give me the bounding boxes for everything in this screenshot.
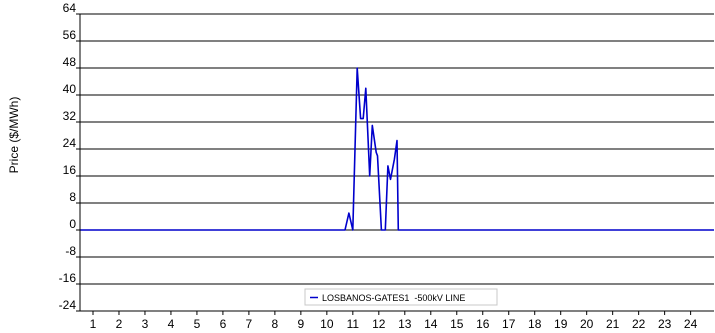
x-tick-label: 17 xyxy=(502,317,516,331)
x-tick-label: 18 xyxy=(528,317,542,331)
x-tick-labels: 1 2 3 4 5 6 7 8 9 10 11 12 13 14 15 16 17 18 19 20 21 22 23 24 xyxy=(90,317,698,331)
x-tick-label: 24 xyxy=(684,317,698,331)
x-tick-label: 7 xyxy=(246,317,253,331)
x-tick-label: 6 xyxy=(220,317,227,331)
x-tick-label: 10 xyxy=(320,317,334,331)
y-tick-label: 32 xyxy=(63,109,77,123)
series-line xyxy=(80,67,714,231)
y-axis-title: Price ($/MWh) xyxy=(7,97,21,174)
x-tick-label: 9 xyxy=(298,317,305,331)
y-tick-label: -16 xyxy=(59,271,77,285)
legend: LOSBANOS-GATES1 -500kV LINE xyxy=(304,288,498,306)
x-tick-label: 23 xyxy=(658,317,672,331)
y-tick-label: -24 xyxy=(59,298,77,312)
y-tick-label: 64 xyxy=(63,1,77,15)
x-tick-label: 21 xyxy=(606,317,620,331)
y-tick-label: 48 xyxy=(63,55,77,69)
legend-box xyxy=(304,288,498,306)
series-layer xyxy=(80,67,714,231)
x-tick-label: 14 xyxy=(424,317,438,331)
x-tick-label: 3 xyxy=(142,317,149,331)
y-tick-label: -8 xyxy=(65,244,76,258)
y-tick-label: 8 xyxy=(69,190,76,204)
x-tick-label: 12 xyxy=(372,317,386,331)
x-tick-label: 16 xyxy=(476,317,490,331)
legend-label: LOSBANOS-GATES1 -500kV LINE xyxy=(322,293,465,303)
x-tick-label: 13 xyxy=(398,317,412,331)
y-tick-label: 40 xyxy=(63,82,77,96)
x-tick-label: 2 xyxy=(116,317,123,331)
x-tick-label: 4 xyxy=(168,317,175,331)
x-tick-label: 15 xyxy=(450,317,464,331)
x-tick-label: 22 xyxy=(632,317,646,331)
y-tick-labels: 64 56 48 40 32 24 16 8 0 -8 -16 -24 xyxy=(59,1,77,312)
x-tick-label: 20 xyxy=(580,317,594,331)
y-tick-label: 0 xyxy=(69,217,76,231)
x-tick-label: 1 xyxy=(90,317,97,331)
x-tick-label: 11 xyxy=(347,317,360,331)
x-tick-label: 8 xyxy=(272,317,279,331)
y-tick-label: 16 xyxy=(63,163,77,177)
x-tick-label: 19 xyxy=(554,317,568,331)
y-tick-label: 24 xyxy=(63,136,77,150)
x-tick-label: 5 xyxy=(194,317,201,331)
axes xyxy=(76,13,692,315)
y-tick-label: 56 xyxy=(63,28,77,42)
